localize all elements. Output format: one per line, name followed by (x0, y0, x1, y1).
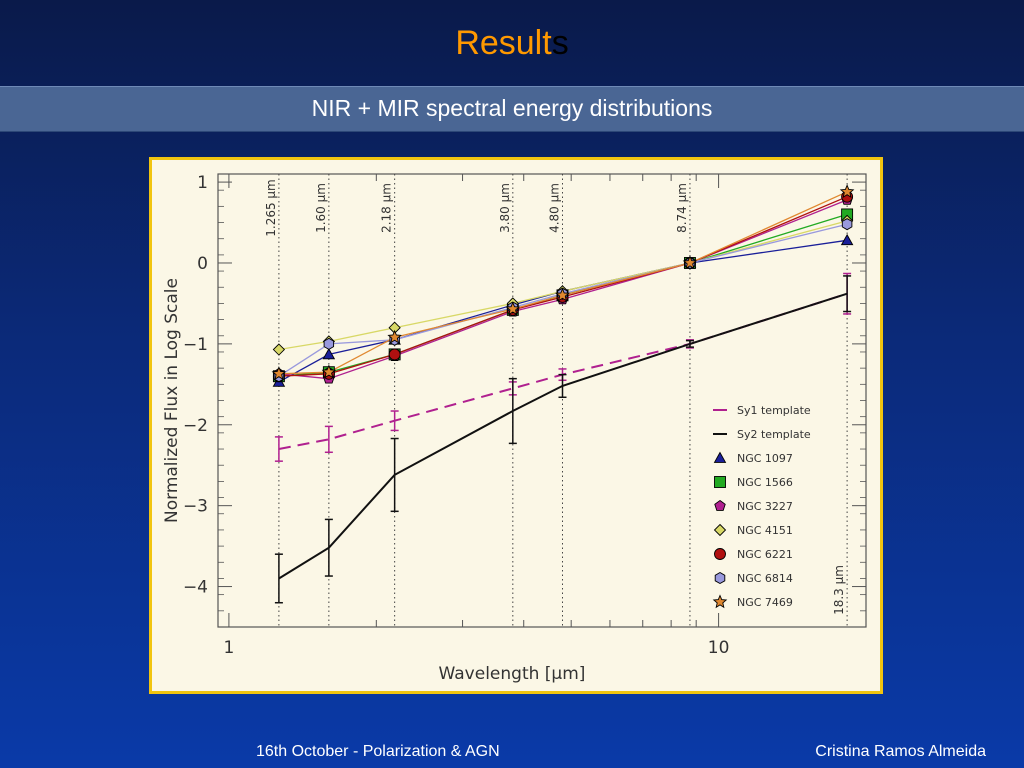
reference-line-label: 8.74 μm (675, 183, 689, 233)
legend-label: NGC 6814 (737, 572, 793, 585)
legend-label: NGC 3227 (737, 500, 793, 513)
marker-star (271, 366, 287, 381)
reference-line-label: 4.80 μm (548, 183, 562, 233)
x-tick-label: 1 (223, 638, 234, 658)
marker-pentagon (714, 499, 726, 511)
slide-title: Results (0, 24, 1024, 63)
marker-star (555, 287, 570, 302)
y-tick-label: −2 (183, 416, 208, 436)
slide-title-suffix: s (551, 24, 569, 62)
marker-diamond (713, 523, 727, 537)
legend-label: Sy1 template (737, 404, 811, 417)
marker-star (505, 301, 521, 316)
reference-line-label: 2.18 μm (380, 183, 394, 233)
y-tick-label: 0 (197, 254, 208, 274)
marker-triangle (840, 233, 854, 246)
marker-star (839, 184, 855, 199)
marker-star (682, 255, 698, 270)
legend: Sy1 template Sy2 template NGC 1097 NGC 1566… (712, 404, 811, 609)
legend-label: NGC 4151 (737, 524, 793, 537)
slide-subtitle: NIR + MIR spectral energy distributions (311, 95, 713, 121)
legend-label: NGC 7469 (737, 596, 793, 609)
marker-circle (388, 348, 401, 361)
chart-frame: 1 10 1 0 −1 −2 −3 −4 Wavelength [μm] Normalized F… (149, 157, 883, 694)
footer-left: 16th October - Polarization & AGN (256, 743, 500, 760)
legend-label: NGC 1097 (737, 452, 793, 465)
y-tick-label: −3 (183, 497, 208, 517)
reference-line-label: 1.60 μm (314, 183, 328, 233)
y-axis-label: Normalized Flux in Log Scale (162, 278, 182, 523)
marker-triangle (713, 451, 727, 463)
marker-hexagon (714, 571, 726, 585)
marker-hexagon (323, 337, 335, 350)
marker-diamond (272, 343, 286, 356)
marker-triangle (322, 347, 336, 360)
reference-line-label: 3.80 μm (498, 183, 512, 233)
marker-star (321, 364, 337, 379)
legend-label: NGC 1566 (737, 476, 793, 489)
series-line (278, 239, 848, 383)
marker-square (714, 476, 726, 488)
x-tick-label: 10 (708, 638, 730, 658)
marker-hexagon (841, 218, 853, 231)
x-axis-label: Wavelength [μm] (439, 664, 586, 684)
y-tick-label: 1 (197, 173, 208, 193)
footer-right: Cristina Ramos Almeida (815, 743, 986, 760)
legend-label: Sy2 template (737, 428, 811, 441)
marker-circle (714, 548, 726, 560)
slide-title-main: Result (455, 24, 552, 62)
legend-label: NGC 6221 (737, 548, 793, 561)
reference-line-label: 18.3 μm (832, 565, 846, 615)
marker-star (387, 329, 402, 344)
subtitle-bar (0, 86, 1024, 132)
marker-star (712, 594, 728, 609)
y-tick-label: −4 (183, 578, 208, 598)
reference-line-label: 1.265 μm (264, 179, 278, 237)
y-tick-label: −1 (183, 335, 208, 355)
